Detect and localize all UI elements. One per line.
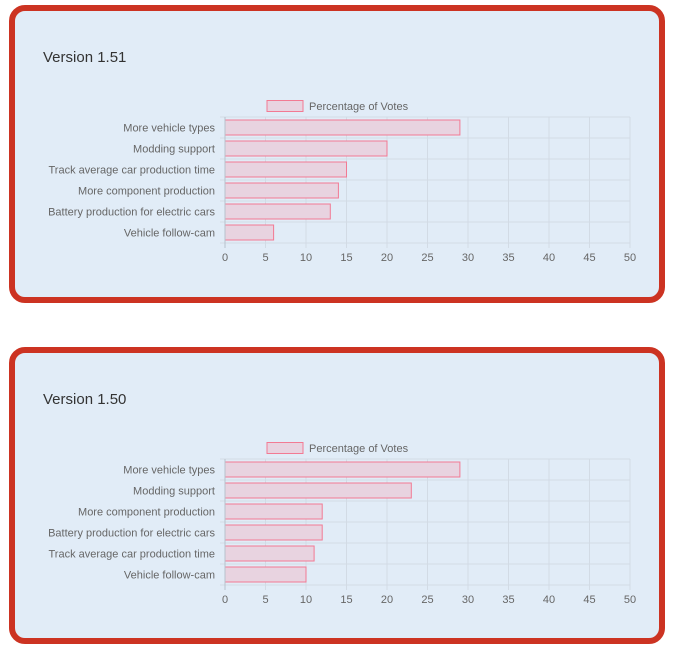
x-tick-label: 25: [421, 252, 433, 264]
x-tick-label: 10: [300, 252, 312, 264]
x-tick-label: 20: [381, 594, 393, 606]
bar: [224, 566, 307, 583]
bar: [224, 461, 461, 478]
x-tick-label: 45: [583, 252, 595, 264]
x-tick-label: 40: [543, 594, 555, 606]
legend-label: Percentage of Votes: [309, 101, 409, 113]
category-label: Track average car production time: [49, 165, 216, 177]
x-tick-label: 30: [462, 594, 474, 606]
x-tick-label: 20: [381, 252, 393, 264]
category-label: Modding support: [133, 486, 215, 498]
x-tick-label: 30: [462, 252, 474, 264]
category-label: Battery production for electric cars: [48, 207, 215, 219]
chart-card-title: Version 1.51: [43, 49, 127, 66]
x-tick-label: 5: [262, 252, 268, 264]
legend-label: Percentage of Votes: [309, 443, 409, 455]
chart-card-title: Version 1.50: [43, 391, 127, 408]
x-tick-label: 40: [543, 252, 555, 264]
bar: [224, 524, 323, 541]
category-label: Vehicle follow-cam: [124, 570, 215, 582]
category-label: Track average car production time: [49, 549, 216, 561]
bar: [224, 545, 315, 562]
x-tick-label: 50: [624, 252, 636, 264]
bar: [224, 140, 388, 157]
bar: [224, 503, 323, 520]
x-tick-label: 5: [262, 594, 268, 606]
x-tick-label: 10: [300, 594, 312, 606]
category-label: More component production: [78, 507, 215, 519]
bar: [224, 161, 347, 178]
x-tick-label: 25: [421, 594, 433, 606]
category-label: More component production: [78, 186, 215, 198]
bar: [224, 119, 461, 136]
chart-card-v150: Version 1.50 Percentage of Votes 0 5 10 15 20…: [9, 347, 665, 644]
legend: Percentage of Votes: [266, 442, 409, 455]
x-tick-label: 35: [502, 594, 514, 606]
bar: [224, 182, 339, 199]
x-tick-label: 45: [583, 594, 595, 606]
bar: [224, 224, 275, 241]
bar-chart: Percentage of Votes 0 5 10 15 20 25 30 35 40 45 50 M…: [48, 442, 636, 606]
category-label: More vehicle types: [123, 123, 215, 135]
bar-chart: Percentage of Votes 0 5 10 15 20 25 30 35 40 45 50 M…: [48, 100, 636, 264]
legend-swatch: [266, 442, 304, 454]
x-tick-label: 35: [502, 252, 514, 264]
bar: [224, 482, 412, 499]
category-label: Modding support: [133, 144, 215, 156]
legend-swatch: [266, 100, 304, 112]
category-label: More vehicle types: [123, 465, 215, 477]
bar: [224, 203, 331, 220]
category-label: Battery production for electric cars: [48, 528, 215, 540]
category-label: Vehicle follow-cam: [124, 228, 215, 240]
x-tick-label: 0: [222, 594, 228, 606]
legend: Percentage of Votes: [266, 100, 409, 113]
x-tick-label: 0: [222, 252, 228, 264]
chart-card-v151: Version 1.51 Percentage of Votes 0 5 10 15 20…: [9, 5, 665, 303]
x-tick-label: 15: [340, 252, 352, 264]
x-tick-label: 50: [624, 594, 636, 606]
x-tick-label: 15: [340, 594, 352, 606]
